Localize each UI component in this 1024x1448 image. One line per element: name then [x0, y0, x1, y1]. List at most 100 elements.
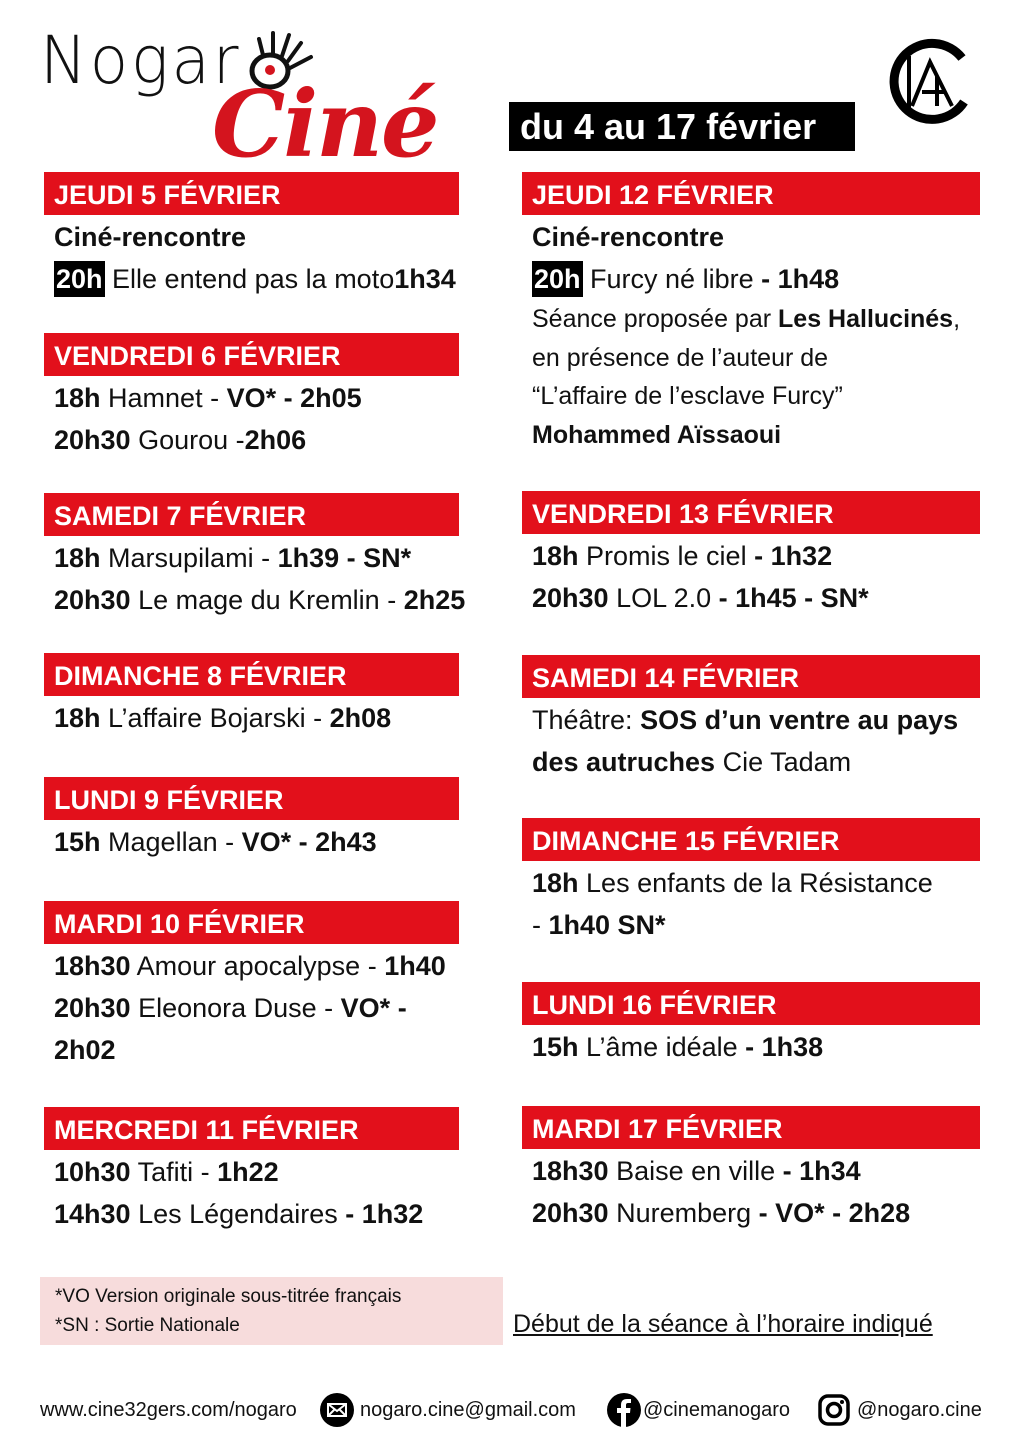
line-text: Cie Tadam [715, 747, 852, 777]
schedule-line: “L’affaire de l’esclave Furcy” [522, 377, 1024, 416]
line-text: - VO* - 2h28 [758, 1198, 911, 1228]
day-block: LUNDI 16 FÉVRIER 15h L’âme idéale - 1h38 [522, 982, 1024, 1068]
line-text: 20h30 [54, 585, 131, 615]
ca-partner-logo [889, 38, 968, 124]
line-text: 18h30 [54, 951, 131, 981]
mail-icon [320, 1393, 354, 1427]
day-header: MARDI 10 FÉVRIER [44, 901, 459, 944]
schedule-line: - 1h40 SN* [522, 904, 1024, 946]
day-lines: 15h L’âme idéale - 1h38 [522, 1025, 1024, 1068]
line-text: 2h02 [54, 1035, 116, 1065]
day-header: VENDREDI 13 FÉVRIER [522, 491, 980, 534]
schedule-line: 18h30 Amour apocalypse - 1h40 [44, 945, 519, 987]
nogaro-cine-logo: Nogar Ciné [0, 0, 440, 178]
day-lines: 18h30 Amour apocalypse - 1h40 20h30 Eleon… [44, 944, 519, 1071]
line-text: “L’affaire de l’esclave Furcy” [532, 382, 843, 410]
line-text: 2h06 [244, 425, 307, 455]
email-link[interactable]: nogaro.cine@gmail.com [360, 1399, 576, 1421]
day-header: DIMANCHE 15 FÉVRIER [522, 818, 980, 861]
line-text: Marsupilami - [100, 543, 278, 573]
line-text: 18h [54, 703, 101, 733]
line-text: 15h [54, 827, 101, 857]
line-text: - 1h34 [782, 1156, 861, 1186]
day-lines: Ciné-rencontre 20h Furcy né libre - 1h48 S… [522, 215, 1024, 454]
line-text: 1h40 [384, 951, 446, 981]
line-text: VO* - 2h43 [241, 827, 377, 857]
time-badge: 20h [54, 261, 105, 297]
line-text: , [953, 305, 961, 333]
line-text: Nuremberg [608, 1198, 759, 1228]
line-text: Ciné-rencontre [54, 222, 247, 252]
day-header: JEUDI 5 FÉVRIER [44, 172, 459, 215]
footer-instagram[interactable]: @nogaro.cine [817, 1392, 982, 1428]
line-text: - [532, 910, 549, 940]
footer-website[interactable]: www.cine32gers.com/nogaro [40, 1392, 297, 1428]
schedule-line: Ciné-rencontre [522, 216, 1024, 258]
line-text: - 1h45 - SN* [718, 583, 869, 613]
line-text: 18h [54, 543, 101, 573]
line-text: 10h30 [54, 1157, 131, 1187]
schedule-line: 20h30 Gourou -2h06 [44, 419, 519, 461]
line-text: Séance proposée par [532, 305, 779, 333]
line-text: Théâtre: [532, 705, 641, 735]
line-text: 1h22 [217, 1157, 279, 1187]
schedule-line: 20h30 Eleonora Duse - VO* - [44, 987, 519, 1029]
schedule-line: Ciné-rencontre [44, 216, 519, 258]
line-text: VO* - 2h05 [226, 383, 362, 413]
line-text: 15h [532, 1032, 579, 1062]
line-text: 1h34 [394, 264, 456, 294]
day-lines: 18h Marsupilami - 1h39 - SN* 20h30 Le mag… [44, 536, 519, 621]
schedule-line: 20h30 Nuremberg - VO* - 2h28 [522, 1192, 1024, 1234]
day-block: VENDREDI 13 FÉVRIER 18h Promis le ciel - … [522, 491, 1024, 619]
line-text: Amour apocalypse - [130, 951, 385, 981]
line-text: 18h [54, 383, 101, 413]
day-lines: 18h Promis le ciel - 1h32 20h30 LOL 2.0 -… [522, 534, 1024, 619]
legend-vo: *VO Version originale sous-titrée frança… [55, 1286, 402, 1307]
line-text: 18h30 [532, 1156, 609, 1186]
line-text: Tafiti - [130, 1157, 218, 1187]
eye-icon [249, 31, 313, 90]
day-block: JEUDI 5 FÉVRIER Ciné-rencontre 20h Elle en… [44, 172, 519, 300]
line-text: Mohammed Aïssaoui [532, 420, 782, 449]
line-text: 1h40 SN* [548, 910, 666, 940]
day-header: VENDREDI 6 FÉVRIER [44, 333, 459, 376]
instagram-handle[interactable]: @nogaro.cine [857, 1399, 982, 1421]
website-link[interactable]: www.cine32gers.com/nogaro [40, 1399, 297, 1421]
line-text: 14h30 [54, 1199, 131, 1229]
line-text: L’affaire Bojarski - [100, 703, 330, 733]
day-lines: 15h Magellan - VO* - 2h43 [44, 820, 519, 863]
schedule-line: 18h L’affaire Bojarski - 2h08 [44, 697, 519, 739]
line-text: - 1h38 [745, 1032, 824, 1062]
line-text: 20h30 [532, 1198, 609, 1228]
line-text: 18h [532, 868, 579, 898]
facebook-handle[interactable]: @cinemanogaro [643, 1399, 791, 1421]
day-block: MARDI 17 FÉVRIER 18h30 Baise en ville - 1… [522, 1106, 1024, 1234]
time-badge: 20h [532, 261, 583, 297]
legend-box: *VO Version originale sous-titrée frança… [40, 1277, 503, 1345]
day-block: SAMEDI 14 FÉVRIER Théâtre: SOS d’un ventr… [522, 655, 1024, 783]
line-text: 20h30 [532, 583, 609, 613]
line-text: 20h30 [54, 425, 131, 455]
line-text: des autruches [532, 747, 716, 777]
day-header: MERCREDI 11 FÉVRIER [44, 1107, 459, 1150]
schedule-line: 15h Magellan - VO* - 2h43 [44, 821, 519, 863]
session-start-note: Début de la séance à l’horaire indiqué [513, 1310, 933, 1338]
line-text: en présence de l’auteur de [532, 343, 829, 372]
day-lines: 18h L’affaire Bojarski - 2h08 [44, 696, 519, 739]
schedule-line: des autruches Cie Tadam [522, 741, 1024, 783]
line-text: Les Hallucinés [778, 305, 954, 333]
line-text: Eleonora Duse - [130, 993, 341, 1023]
day-block: JEUDI 12 FÉVRIER Ciné-rencontre 20h Furcy … [522, 172, 1024, 454]
day-header: LUNDI 9 FÉVRIER [44, 777, 459, 820]
schedule-line: 20h30 Le mage du Kremlin - 2h25 [44, 579, 519, 621]
schedule-line: 2h02 [44, 1029, 519, 1071]
schedule-line: 18h Hamnet - VO* - 2h05 [44, 377, 519, 419]
schedule-line: Théâtre: SOS d’un ventre au pays [522, 699, 1024, 741]
line-text: VO* - [340, 993, 407, 1023]
line-text: Magellan - [100, 827, 242, 857]
footer-email[interactable]: nogaro.cine@gmail.com [320, 1392, 576, 1428]
logo-text-cine: Ciné [212, 70, 440, 178]
day-block: SAMEDI 7 FÉVRIER 18h Marsupilami - 1h39 -… [44, 493, 519, 621]
footer-facebook[interactable]: @cinemanogaro [607, 1392, 790, 1428]
day-header: LUNDI 16 FÉVRIER [522, 982, 980, 1025]
